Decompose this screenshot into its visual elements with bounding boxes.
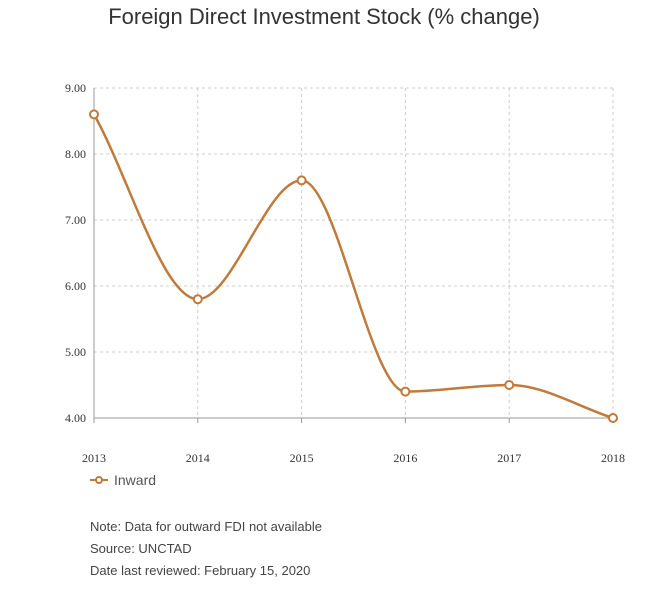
y-tick-label: 8.00 [65, 147, 86, 161]
axes [93, 88, 614, 423]
legend-label-inward: Inward [114, 472, 157, 488]
y-tick-label: 7.00 [65, 213, 86, 227]
legend-marker-icon [90, 476, 108, 484]
note-text: Note: Data for outward FDI not available [90, 519, 322, 534]
x-tick-label: 2013 [82, 451, 106, 465]
data-point[interactable] [400, 386, 411, 397]
x-tick-label: 2018 [601, 451, 625, 465]
data-point[interactable] [608, 413, 618, 423]
x-tick-label: 2015 [290, 451, 314, 465]
chart-notes: Note: Data for outward FDI not available… [90, 516, 322, 582]
gridlines [94, 87, 614, 418]
y-tick-label: 9.00 [65, 81, 86, 95]
series-line-inward [92, 113, 614, 420]
x-tick-label: 2014 [186, 451, 210, 465]
data-point[interactable] [192, 294, 203, 305]
series-inward [89, 109, 618, 423]
data-point[interactable] [89, 109, 99, 120]
data-point[interactable] [504, 380, 515, 390]
data-point[interactable] [296, 175, 307, 186]
x-tick-labels: 2013 2014 2015 2016 2017 2018 [82, 451, 625, 465]
source-text: Source: UNCTAD [90, 541, 192, 556]
reviewed-date-text: Date last reviewed: February 15, 2020 [90, 563, 311, 578]
y-tick-labels: 4.00 5.00 6.00 7.00 8.00 9.00 [65, 81, 86, 425]
y-tick-label: 6.00 [65, 279, 86, 293]
x-tick-label: 2016 [393, 451, 417, 465]
y-tick-label: 5.00 [65, 345, 86, 359]
x-tick-label: 2017 [497, 451, 521, 465]
legend[interactable]: Inward [90, 472, 156, 488]
chart-title: Foreign Direct Investment Stock (% chang… [108, 4, 540, 29]
y-tick-label: 4.00 [65, 411, 86, 425]
